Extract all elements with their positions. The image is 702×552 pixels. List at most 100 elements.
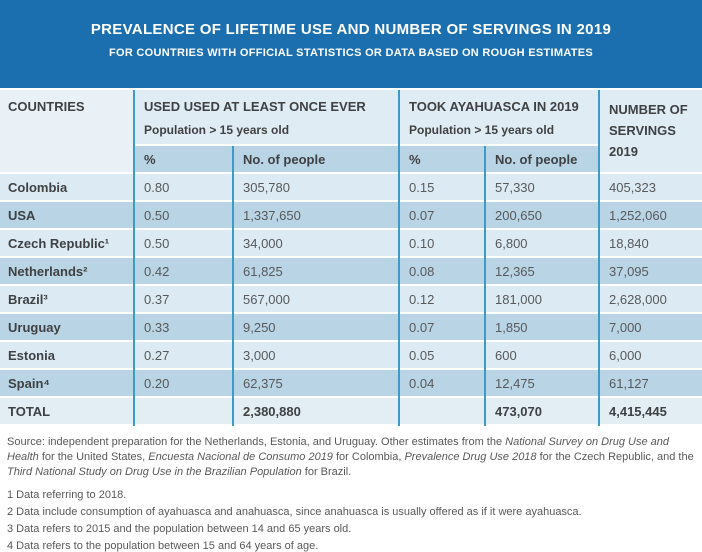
- country-name-cell: Uruguay: [0, 314, 134, 342]
- country-name-cell: Brazil³: [0, 286, 134, 314]
- column-divider-2: [232, 146, 234, 426]
- took2019-pct-cell: 0.05: [399, 342, 485, 370]
- footnote-4: 4 Data refers to the population between …: [7, 540, 319, 552]
- subcol-2019-pct: %: [399, 146, 485, 174]
- ever-people-cell: 62,375: [233, 370, 399, 398]
- took2019-pct-cell: 0.07: [399, 314, 485, 342]
- table-row: Uruguay 0.33 9,250 0.07 1,850 7,000: [0, 314, 702, 342]
- took2019-pct-cell: 0.04: [399, 370, 485, 398]
- subcol-ever-people: No. of people: [233, 146, 399, 174]
- column-divider-4: [484, 146, 486, 426]
- country-name-cell: Spain⁴: [0, 370, 134, 398]
- country-name-cell: Estonia: [0, 342, 134, 370]
- source-segment: Source: independent preparation for the …: [7, 436, 506, 448]
- source-segment: for the United States,: [38, 451, 149, 463]
- source-segment-italic: Prevalence Drug Use 2018: [404, 451, 537, 463]
- table-row: Estonia 0.27 3,000 0.05 600 6,000: [0, 342, 702, 370]
- country-name-cell: Netherlands²: [0, 258, 134, 286]
- header-row-groups: COUNTRIES USED USED AT LEAST ONCE EVER P…: [0, 90, 702, 174]
- source-segment: for Colombia,: [332, 451, 405, 463]
- ever-pct-cell: 0.42: [134, 258, 233, 286]
- ever-pct-cell: 0.27: [134, 342, 233, 370]
- total-ever-people: 2,380,880: [233, 398, 399, 426]
- took2019-pct-cell: 0.07: [399, 202, 485, 230]
- country-name-cell: Colombia: [0, 174, 134, 202]
- group-subtitle-used-ever: Population > 15 years old: [144, 123, 290, 137]
- took2019-people-cell: 1,850: [485, 314, 599, 342]
- source-segment: for Brazil.: [301, 466, 352, 478]
- group-title-used-ever: USED USED AT LEAST ONCE EVER: [144, 99, 366, 114]
- servings-header-label: NUMBER OF SERVINGS 2019: [609, 102, 688, 159]
- column-divider-1: [133, 90, 135, 426]
- source-segment-italic: National Survey on Drug Use and Health: [7, 436, 670, 463]
- total-2019-pct-empty: [399, 398, 485, 426]
- total-ever-pct-empty: [134, 398, 233, 426]
- ever-people-cell: 567,000: [233, 286, 399, 314]
- source-segment: for the Czech Republic, and the: [536, 451, 694, 463]
- footnotes: 1 Data referring to 2018. 2 Data include…: [7, 489, 694, 552]
- total-label: TOTAL: [0, 398, 134, 426]
- total-2019-people: 473,070: [485, 398, 599, 426]
- subcol-ever-pct: %: [134, 146, 233, 174]
- ever-pct-cell: 0.33: [134, 314, 233, 342]
- took2019-pct-cell: 0.15: [399, 174, 485, 202]
- statistics-table-wrap: COUNTRIES USED USED AT LEAST ONCE EVER P…: [0, 90, 702, 426]
- ever-people-cell: 9,250: [233, 314, 399, 342]
- subcol-2019-people: No. of people: [485, 146, 599, 174]
- ever-people-cell: 61,825: [233, 258, 399, 286]
- took2019-pct-cell: 0.10: [399, 230, 485, 258]
- took2019-people-cell: 181,000: [485, 286, 599, 314]
- ever-pct-cell: 0.50: [134, 202, 233, 230]
- table-row: Czech Republic¹ 0.50 34,000 0.10 6,800 1…: [0, 230, 702, 258]
- took2019-people-cell: 6,800: [485, 230, 599, 258]
- footnote-1: 1 Data referring to 2018.: [7, 489, 127, 501]
- took2019-pct-cell: 0.12: [399, 286, 485, 314]
- took2019-people-cell: 57,330: [485, 174, 599, 202]
- source-segment-italic: Encuesta Nacional de Consumo 2019: [148, 451, 333, 463]
- col-header-countries: COUNTRIES: [0, 90, 134, 174]
- took2019-people-cell: 200,650: [485, 202, 599, 230]
- servings-cell: 61,127: [599, 370, 702, 398]
- servings-cell: 6,000: [599, 342, 702, 370]
- table-row: Spain⁴ 0.20 62,375 0.04 12,475 61,127: [0, 370, 702, 398]
- ever-pct-cell: 0.37: [134, 286, 233, 314]
- ever-pct-cell: 0.20: [134, 370, 233, 398]
- col-header-took-2019: TOOK AYAHUASCA IN 2019 Population > 15 y…: [399, 90, 599, 146]
- country-name-cell: Czech Republic¹: [0, 230, 134, 258]
- ever-people-cell: 1,337,650: [233, 202, 399, 230]
- table-row: Colombia 0.80 305,780 0.15 57,330 405,32…: [0, 174, 702, 202]
- ever-pct-cell: 0.50: [134, 230, 233, 258]
- servings-cell: 405,323: [599, 174, 702, 202]
- servings-cell: 1,252,060: [599, 202, 702, 230]
- source-segment-italic: Third National Study on Drug Use in the …: [7, 466, 302, 478]
- page-subtitle: FOR COUNTRIES WITH OFFICIAL STATISTICS O…: [108, 47, 594, 59]
- took2019-people-cell: 600: [485, 342, 599, 370]
- ever-people-cell: 305,780: [233, 174, 399, 202]
- took2019-pct-cell: 0.08: [399, 258, 485, 286]
- column-divider-3: [398, 90, 400, 426]
- ever-people-cell: 3,000: [233, 342, 399, 370]
- took2019-people-cell: 12,475: [485, 370, 599, 398]
- footnote-3: 3 Data refers to 2015 and the population…: [7, 523, 352, 535]
- column-divider-5: [598, 90, 600, 426]
- total-servings: 4,415,445: [599, 398, 702, 426]
- footnote-2: 2 Data include consumption of ayahuasca …: [7, 506, 582, 518]
- col-header-used-ever: USED USED AT LEAST ONCE EVER Population …: [134, 90, 399, 146]
- took2019-people-cell: 12,365: [485, 258, 599, 286]
- group-subtitle-took-2019: Population > 15 years old: [409, 123, 555, 137]
- col-header-servings: NUMBER OF SERVINGS 2019: [599, 90, 702, 174]
- total-row: TOTAL 2,380,880 473,070 4,415,445: [0, 398, 702, 426]
- table-row: USA 0.50 1,337,650 0.07 200,650 1,252,06…: [0, 202, 702, 230]
- group-title-took-2019: TOOK AYAHUASCA IN 2019: [409, 99, 579, 114]
- source-note: Source: independent preparation for the …: [7, 435, 694, 480]
- statistics-table: COUNTRIES USED USED AT LEAST ONCE EVER P…: [0, 90, 702, 426]
- table-row: Brazil³ 0.37 567,000 0.12 181,000 2,628,…: [0, 286, 702, 314]
- ever-people-cell: 34,000: [233, 230, 399, 258]
- servings-cell: 37,095: [599, 258, 702, 286]
- country-name-cell: USA: [0, 202, 134, 230]
- table-row: Netherlands² 0.42 61,825 0.08 12,365 37,…: [0, 258, 702, 286]
- page-title: PREVALENCE OF LIFETIME USE AND NUMBER OF…: [90, 21, 612, 38]
- servings-cell: 7,000: [599, 314, 702, 342]
- servings-cell: 18,840: [599, 230, 702, 258]
- ever-pct-cell: 0.80: [134, 174, 233, 202]
